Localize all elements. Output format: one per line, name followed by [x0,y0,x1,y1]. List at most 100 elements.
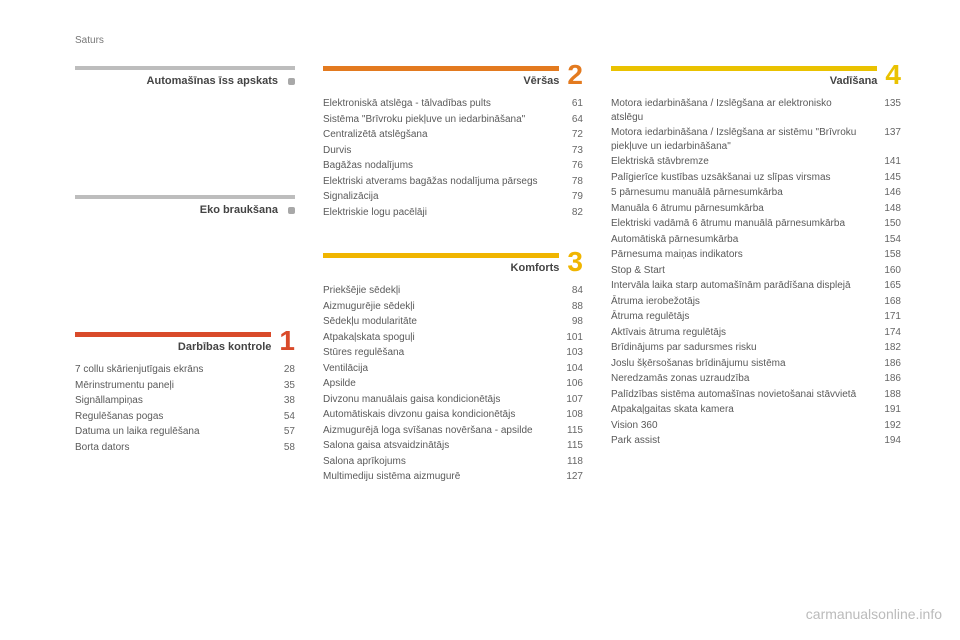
toc-label: Palīdzības sistēma automašīnas novietoša… [611,388,875,402]
toc-label: Pārnesuma maiņas indikators [611,248,875,262]
toc-list: Priekšējie sēdekļi84 Aizmugurējie sēdekļi… [323,284,583,484]
toc-label: Joslu šķērsošanas brīdinājumu sistēma [611,357,875,371]
toc-page: 88 [557,300,583,314]
toc-page: 137 [875,126,901,140]
intro-title: Eko braukšana [200,204,278,216]
toc-page: 35 [269,379,295,393]
toc-row: Multimediju sistēma aizmugurē127 [323,470,583,484]
section-title: Vēršas [323,71,559,87]
toc-row: Automātiskais divzonu gaisa kondicionētā… [323,408,583,422]
toc-row: Intervāla laika starp automašīnām parādī… [611,279,901,293]
toc-page: 165 [875,279,901,293]
toc-row: Palīgierīce kustības uzsākšanai uz slīpa… [611,171,901,185]
toc-row: Elektriskā stāvbremze141 [611,155,901,169]
toc-page: 76 [557,159,583,173]
toc-section: Vadīšana4 Motora iedarbināšana / Izslēgša… [611,66,901,448]
intro-rule [75,195,295,199]
toc-page: 158 [875,248,901,262]
section-header: Vadīšana4 [611,66,901,87]
toc-label: Automātiskais divzonu gaisa kondicionētā… [323,408,557,422]
toc-label: Motora iedarbināšana / Izslēgšana ar sis… [611,126,875,153]
toc-label: Priekšējie sēdekļi [323,284,557,298]
section-title: Darbības kontrole [75,337,271,353]
toc-list: 7 collu skārienjutīgais ekrāns28Mērinstr… [75,363,295,454]
toc-label: Ātruma ierobežotājs [611,295,875,309]
toc-row: Sistēma "Brīvroku piekļuve un iedarbināš… [323,113,583,127]
toc-label: Stūres regulēšana [323,346,557,360]
toc-label: Intervāla laika starp automašīnām parādī… [611,279,875,293]
intro-title-row: Automašīnas īss apskats [75,72,295,95]
toc-page: 84 [557,284,583,298]
toc-page: 106 [557,377,583,391]
toc-row: Automātiskā pārnesumkārba154 [611,233,901,247]
toc-label: Centralizētā atslēgšana [323,128,557,142]
toc-row: Atpakaļskata spoguļi101 [323,331,583,345]
toc-page: 150 [875,217,901,231]
toc-label: 5 pārnesumu manuālā pārnesumkārba [611,186,875,200]
toc-label: Salona aprīkojums [323,455,557,469]
toc-row: Borta dators58 [75,441,295,455]
toc-row: Brīdinājums par sadursmes risku182 [611,341,901,355]
toc-row: Ātruma regulētājs171 [611,310,901,324]
toc-label: Mērinstrumentu paneļi [75,379,269,393]
toc-page: 28 [269,363,295,377]
toc-label: Multimediju sistēma aizmugurē [323,470,557,484]
toc-page: 72 [557,128,583,142]
toc-row: Signalizācija79 [323,190,583,204]
toc-row: Ātruma ierobežotājs168 [611,295,901,309]
toc-row: Vision 360192 [611,419,901,433]
toc-page: 174 [875,326,901,340]
toc-row: Regulēšanas pogas54 [75,410,295,424]
section-header: Vēršas2 [323,66,583,87]
toc-label: Datuma un laika regulēšana [75,425,269,439]
toc-row: Aktīvais ātruma regulētājs174 [611,326,901,340]
toc-row: Motora iedarbināšana / Izslēgšana ar ele… [611,97,901,124]
toc-label: Borta dators [75,441,269,455]
toc-row: Mērinstrumentu paneļi35 [75,379,295,393]
toc-page: 79 [557,190,583,204]
section-number: 3 [567,251,583,273]
toc-section: Komforts 3 Priekšējie sēdekļi84 Aizmugurēji… [323,253,583,484]
toc-row: Datuma un laika regulēšana57 [75,425,295,439]
toc-label: Elektroniskā atslēga - tālvadības pults [323,97,557,111]
toc-section: Vēršas2 Elektroniskā atslēga - tālvadības… [323,66,583,219]
toc-row: Aizmugurējie sēdekļi88 [323,300,583,314]
toc-page: 57 [269,425,295,439]
toc-label: Elektriski vadāmā 6 ātrumu manuālā pārne… [611,217,875,231]
section-number: 1 [279,330,295,352]
toc-label: Elektriskā stāvbremze [611,155,875,169]
toc-label: Motora iedarbināšana / Izslēgšana ar ele… [611,97,875,124]
column-1: Vēršas2 Elektroniskā atslēga - tālvadības… [323,66,583,484]
toc-page: 160 [875,264,901,278]
section-header: Komforts 3 [323,253,583,274]
toc-label: Neredzamās zonas uzraudzība [611,372,875,386]
toc-page: 115 [557,439,583,453]
section-title: Komforts [323,258,559,274]
toc-row: Elektroniskā atslēga - tālvadības pults6… [323,97,583,111]
toc-page: 103 [557,346,583,360]
toc-label: Aizmugurējā loga svīšanas novēršana - ap… [323,424,557,438]
toc-row: Durvis73 [323,144,583,158]
toc-label: Ātruma regulētājs [611,310,875,324]
toc-label: Ventilācija [323,362,557,376]
toc-row: Atpakaļgaitas skata kamera191 [611,403,901,417]
toc-page: 135 [875,97,901,111]
toc-page: 98 [557,315,583,329]
toc-page: 168 [875,295,901,309]
toc-page: 171 [875,310,901,324]
toc-label: Signalizācija [323,190,557,204]
toc-label: Park assist [611,434,875,448]
intro-block: Eko braukšana [75,195,295,224]
toc-page: 101 [557,331,583,345]
intro-dot-icon [288,78,295,85]
toc-label: Vision 360 [611,419,875,433]
toc-label: Automātiskā pārnesumkārba [611,233,875,247]
toc-page: 58 [269,441,295,455]
toc-label: Stop & Start [611,264,875,278]
toc-label: Apsilde [323,377,557,391]
intro-rule [75,66,295,70]
intro-dot-icon [288,207,295,214]
toc-label: Atpakaļgaitas skata kamera [611,403,875,417]
toc-row: Priekšējie sēdekļi84 [323,284,583,298]
intro-block: Automašīnas īss apskats [75,66,295,95]
